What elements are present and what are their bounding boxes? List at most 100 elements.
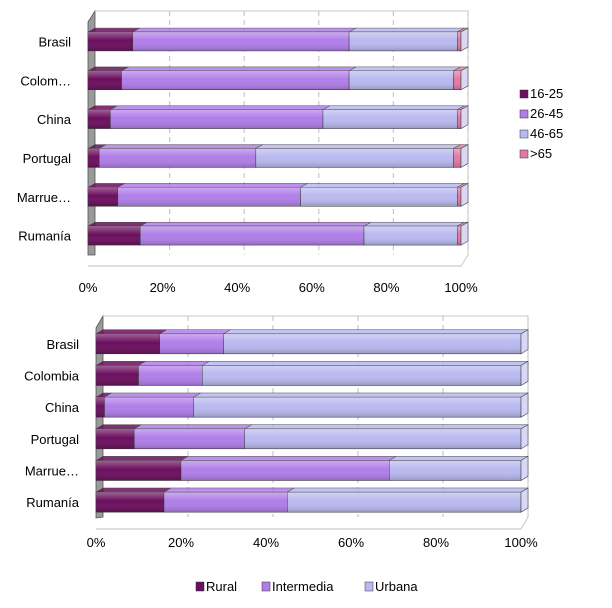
bar-46-65-china-shade <box>322 109 458 129</box>
bar-end-cap <box>460 144 469 168</box>
bar-end-cap <box>520 424 529 450</box>
bar-65-portugal-shade <box>453 148 461 168</box>
bar-rural-marrue-top <box>95 456 189 461</box>
bar-26-45-marrue-top <box>117 183 308 188</box>
bar-rural-ruman-a-top <box>95 487 172 493</box>
bar-end-cap <box>520 487 529 513</box>
x-tick-label: 80% <box>373 280 399 295</box>
bar-46-65-brasil-shade <box>349 31 458 51</box>
bar-65-brasil-shade <box>457 31 461 51</box>
bar-intermedia-china-top <box>103 392 202 398</box>
bar-rural-portugal-shade <box>96 428 135 449</box>
bar-intermedia-marrue-shade <box>181 460 390 481</box>
bar-intermedia-china-shade <box>104 397 194 418</box>
category-label: China <box>45 400 80 415</box>
x-tick-label: 0% <box>87 535 106 550</box>
bar-intermedia-colombia-top <box>137 361 211 366</box>
bar-26-45-ruman-a-top <box>140 221 372 227</box>
bar-16-25-china-shade <box>88 109 111 129</box>
bar-rural-brasil-shade <box>96 333 160 354</box>
bar-end-cap <box>460 182 469 207</box>
bar-end-cap <box>520 329 529 355</box>
bar-urbana-marrue-shade <box>389 460 521 481</box>
bar-urbana-brasil-shade <box>223 333 521 354</box>
bar-urbana-portugal-top <box>243 424 529 430</box>
bar-46-65-china-top <box>322 105 465 110</box>
bar-46-65-colom-shade <box>349 70 454 90</box>
bar-end-cap <box>520 392 529 418</box>
category-label: China <box>37 112 72 127</box>
bar-26-45-marrue-shade <box>117 187 301 207</box>
bar-end-cap <box>520 455 529 482</box>
bar-rural-brasil-top <box>95 329 168 335</box>
x-tick-label: 100% <box>444 280 478 295</box>
bar-46-65-ruman-a-top <box>363 221 465 227</box>
bar-46-65-ruman-a-shade <box>364 226 458 246</box>
legend-swatch <box>519 129 529 139</box>
bar-16-25-ruman-a-shade <box>88 226 141 246</box>
legend-swatch <box>519 149 529 159</box>
legend-swatch <box>261 581 271 592</box>
bar-26-45-colom-shade <box>121 70 350 90</box>
bar-46-65-portugal-shade <box>255 148 454 168</box>
x-tick-label: 0% <box>79 280 98 295</box>
bar-urbana-colombia-top <box>201 361 529 366</box>
bar-65-china-shade <box>457 109 461 129</box>
bar-end-cap <box>460 66 469 91</box>
bar-16-25-brasil-top <box>87 27 140 33</box>
legend-swatch <box>195 581 205 592</box>
bar-16-25-brasil-shade <box>88 31 133 51</box>
category-label: Colombia <box>24 369 80 384</box>
category-label: Portugal <box>31 432 80 447</box>
x-tick-label: 80% <box>423 535 449 550</box>
bar-intermedia-portugal-shade <box>134 428 245 449</box>
bar-urbana-brasil-top <box>222 329 529 335</box>
bar-intermedia-brasil-top <box>158 329 232 335</box>
legend-label: Intermedia <box>272 579 334 594</box>
category-label: Rumanía <box>26 495 80 510</box>
bar-26-45-portugal-top <box>99 144 263 149</box>
bar-46-65-marrue-shade <box>300 187 458 207</box>
x-tick-label: 100% <box>504 535 538 550</box>
category-label: Portugal <box>23 151 72 166</box>
x-tick-label: 20% <box>150 280 176 295</box>
bar-rural-colombia-top <box>95 361 147 366</box>
x-tick-label: 20% <box>168 535 194 550</box>
legend-swatch <box>519 89 529 99</box>
bar-urbana-portugal-shade <box>244 428 521 449</box>
bar-26-45-brasil-top <box>132 27 357 33</box>
bar-end-cap <box>520 360 529 387</box>
bar-rural-colombia-shade <box>96 365 139 386</box>
x-tick-label: 60% <box>299 280 325 295</box>
bar-rural-portugal-top <box>95 424 143 430</box>
bar-urbana-marrue-top <box>388 456 529 461</box>
bar-46-65-brasil-top <box>348 27 465 33</box>
bar-urbana-china-top <box>192 392 529 398</box>
bar-26-45-brasil-shade <box>132 31 350 51</box>
bar-urbana-ruman-a-shade <box>287 492 521 513</box>
bar-intermedia-brasil-shade <box>159 333 224 354</box>
legend-label: 46-65 <box>530 126 563 141</box>
bar-rural-china-shade <box>96 397 105 418</box>
bar-intermedia-colombia-shade <box>138 365 203 386</box>
category-label: Marrue… <box>25 464 79 479</box>
bar-46-65-marrue-top <box>300 183 465 188</box>
bar-26-45-china-top <box>110 105 331 110</box>
bar-rural-marrue-shade <box>96 460 181 481</box>
x-tick-label: 40% <box>253 535 279 550</box>
bar-26-45-colom-top <box>121 66 357 71</box>
category-label: Rumanía <box>18 229 72 244</box>
bar-16-25-marrue-shade <box>88 187 118 207</box>
category-label: Brasil <box>46 337 79 352</box>
bar-intermedia-marrue-top <box>180 456 398 461</box>
legend-swatch <box>519 109 529 119</box>
legend-swatch <box>364 581 374 592</box>
bar-urbana-china-shade <box>193 397 521 418</box>
bar-end-cap <box>460 105 469 130</box>
bar-intermedia-ruman-a-shade <box>164 492 288 513</box>
bar-end-cap <box>460 221 469 246</box>
legend-label: 16-25 <box>530 86 563 101</box>
category-label: Brasil <box>38 34 71 49</box>
legend-label: 26-45 <box>530 106 563 121</box>
